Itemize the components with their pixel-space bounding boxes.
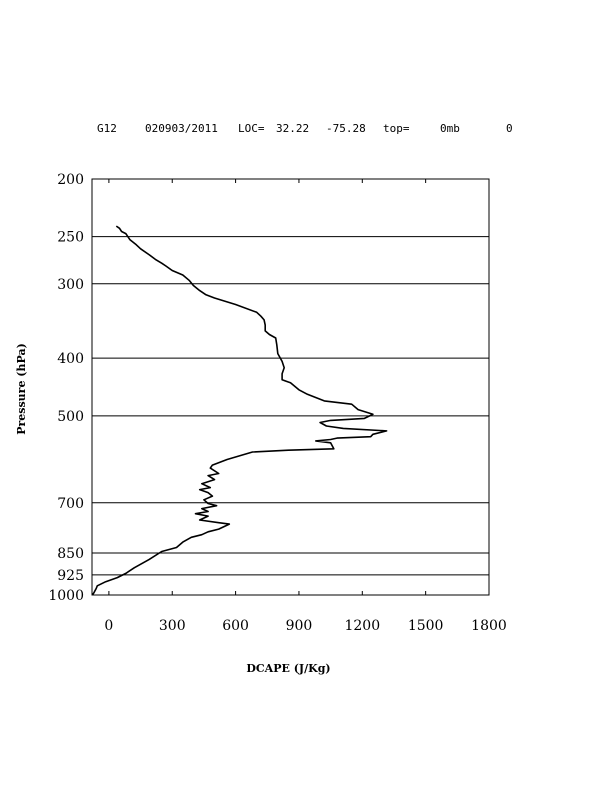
y-axis-label: Pressure (hPa) — [15, 343, 28, 435]
header-lat: 32.22 — [276, 122, 309, 135]
y-tick-labels: 200 250 300 400 500 700 850 925 1000 — [48, 172, 84, 604]
x-tick-label: 1500 — [408, 618, 444, 634]
x-tick-label: 1200 — [344, 618, 380, 634]
pressure-gridlines — [92, 178, 489, 596]
y-tick-label: 1000 — [48, 588, 84, 604]
x-tick-label: 0 — [104, 618, 113, 634]
header-datetime: 020903/2011 — [145, 122, 218, 135]
header-station: G12 — [97, 122, 117, 135]
y-tick-label: 400 — [57, 351, 84, 367]
x-tick-label: 300 — [159, 618, 186, 634]
header-extra: 0 — [506, 122, 513, 135]
header-lon: -75.28 — [326, 122, 366, 135]
y-tick-label: 500 — [57, 409, 84, 425]
series-line-0 — [91, 225, 388, 596]
x-tick-label: 1800 — [471, 618, 507, 634]
chart-header: G12 020903/2011 LOC= 32.22 -75.28 top= 0… — [97, 122, 513, 135]
x-axis-label: DCAPE (J/Kg) — [246, 662, 330, 675]
plot-frame — [91, 178, 490, 596]
y-tick-label: 200 — [57, 172, 84, 188]
dcape-series — [91, 225, 388, 596]
x-tick-label: 600 — [222, 618, 249, 634]
y-tick-label: 925 — [57, 568, 84, 584]
y-tick-label: 850 — [57, 546, 84, 562]
y-tick-label: 300 — [57, 277, 84, 293]
x-tick-label: 900 — [286, 618, 313, 634]
y-tick-label: 700 — [57, 496, 84, 512]
header-top-label: top= — [383, 122, 410, 135]
x-tick-labels: 0 300 600 900 1200 1500 1800 — [104, 179, 507, 634]
header-loc-label: LOC= — [238, 122, 265, 135]
y-tick-label: 250 — [57, 230, 84, 246]
header-top-value: 0mb — [440, 122, 460, 135]
